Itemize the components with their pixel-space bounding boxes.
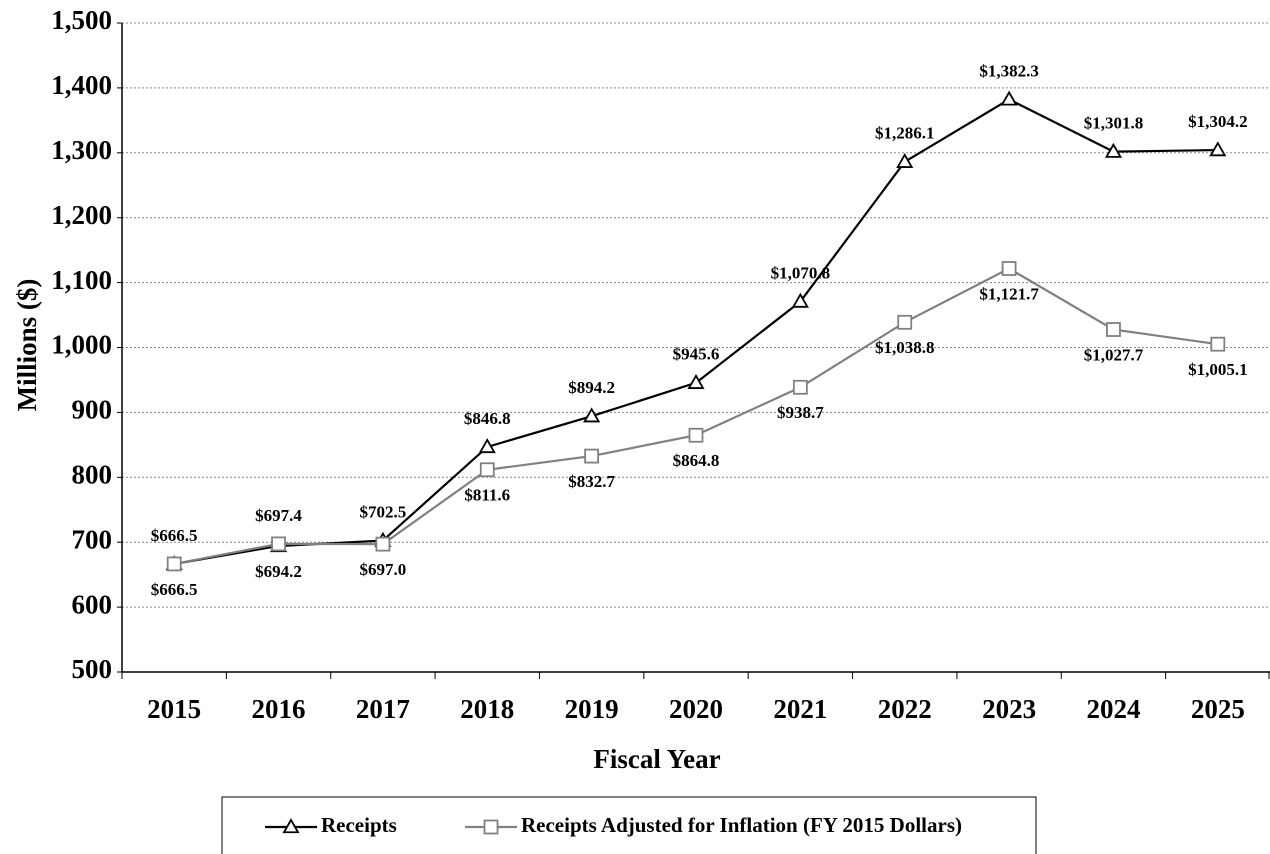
data-point xyxy=(583,407,601,423)
data-point xyxy=(896,153,914,168)
data-point xyxy=(166,556,182,572)
data-label: $811.6 xyxy=(464,486,510,505)
data-label: $894.2 xyxy=(568,378,615,397)
data-label: $1,070.8 xyxy=(771,263,831,282)
data-label: $697.0 xyxy=(360,560,407,579)
data-label: $1,027.7 xyxy=(1084,345,1144,364)
data-point xyxy=(1104,142,1123,158)
data-label: $1,301.8 xyxy=(1084,114,1144,133)
data-point xyxy=(1210,336,1226,352)
legend-label: Receipts xyxy=(321,813,397,837)
series-line xyxy=(173,98,1218,566)
data-point xyxy=(584,448,600,464)
series-line xyxy=(173,267,1218,566)
data-label: $1,382.3 xyxy=(979,61,1039,80)
data-point xyxy=(478,438,496,454)
legend-label: Receipts Adjusted for Inflation (FY 2015… xyxy=(521,813,962,837)
data-point xyxy=(792,379,808,395)
x-tick-label: 2025 xyxy=(1191,694,1245,724)
x-tick-label: 2020 xyxy=(669,694,723,724)
data-point xyxy=(791,292,809,308)
x-tick-label: 2019 xyxy=(565,694,619,724)
y-tick-label: 600 xyxy=(72,589,113,619)
x-tick-label: 2021 xyxy=(773,694,827,724)
data-label: $1,121.7 xyxy=(979,284,1039,303)
data-label: $1,038.8 xyxy=(875,338,935,357)
data-label: $846.8 xyxy=(464,409,511,428)
data-point xyxy=(1000,90,1018,106)
data-label: $666.5 xyxy=(151,580,198,599)
data-point xyxy=(375,536,391,552)
x-tick-label: 2022 xyxy=(878,694,932,724)
y-tick-label: 1,200 xyxy=(51,200,112,230)
data-point xyxy=(687,373,705,389)
data-label: $702.5 xyxy=(360,502,407,521)
y-tick-label: 1,100 xyxy=(51,265,112,295)
y-tick-label: 700 xyxy=(72,524,113,554)
data-point xyxy=(897,314,913,330)
legend-marker xyxy=(483,819,499,835)
data-label: $945.6 xyxy=(673,345,720,364)
x-axis-title: Fiscal Year xyxy=(593,744,720,774)
data-point xyxy=(479,462,495,478)
x-tick-label: 2016 xyxy=(252,694,306,724)
data-label: $938.7 xyxy=(777,403,824,422)
data-point xyxy=(688,427,704,443)
data-label: $864.8 xyxy=(673,451,720,470)
x-tick-label: 2015 xyxy=(147,694,201,724)
data-label: $694.2 xyxy=(255,562,302,581)
data-label: $697.4 xyxy=(255,506,302,525)
y-tick-label: 1,000 xyxy=(51,330,112,360)
x-tick-label: 2017 xyxy=(356,694,410,724)
y-tick-label: 1,300 xyxy=(51,135,112,165)
legend-box xyxy=(221,796,1037,854)
data-label: $1,005.1 xyxy=(1188,360,1248,379)
x-tick-label: 2023 xyxy=(982,694,1036,724)
y-tick-label: 800 xyxy=(72,460,113,490)
y-tick-label: 900 xyxy=(72,395,113,425)
data-label: $1,286.1 xyxy=(875,124,935,143)
legend-marker xyxy=(282,818,300,834)
data-point xyxy=(1106,322,1121,337)
x-tick-label: 2024 xyxy=(1086,694,1140,724)
data-label: $832.7 xyxy=(568,472,615,491)
y-tick-label: 1,400 xyxy=(51,70,112,100)
data-point xyxy=(271,536,286,552)
data-point xyxy=(1001,261,1017,276)
x-tick-label: 2018 xyxy=(460,694,514,724)
y-tick-label: 500 xyxy=(72,654,113,684)
y-axis-title: Millions ($) xyxy=(12,279,42,412)
data-label: $1,304.2 xyxy=(1188,112,1248,131)
data-point xyxy=(1209,141,1227,157)
data-label: $666.5 xyxy=(151,526,198,545)
y-tick-label: 1,500 xyxy=(51,5,112,35)
